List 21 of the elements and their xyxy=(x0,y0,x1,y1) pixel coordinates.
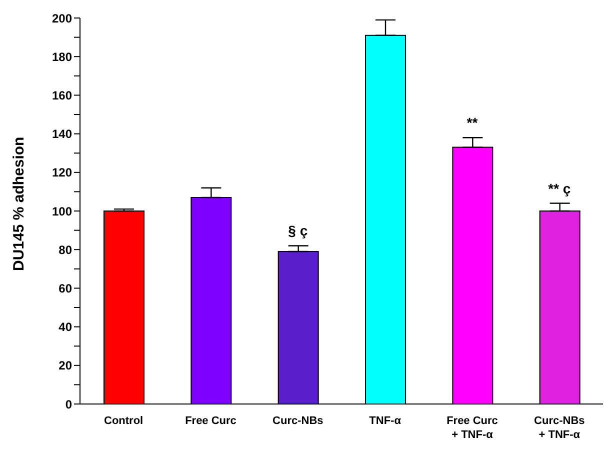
y-tick-label: 140 xyxy=(52,127,72,142)
y-tick-label: 20 xyxy=(58,358,72,373)
y-tick-label: 100 xyxy=(52,204,72,218)
x-tick-label: TNF-α xyxy=(369,415,402,427)
y-axis-title: DU145 % adhesion xyxy=(10,136,28,271)
y-tick-label: 120 xyxy=(52,166,72,180)
y-tick-label: 200 xyxy=(52,11,72,26)
y-tick-label: 40 xyxy=(58,320,72,334)
y-tick-label: 180 xyxy=(52,50,72,64)
y-tick-label: 160 xyxy=(52,88,72,102)
annotation: ** ç xyxy=(548,180,571,196)
x-tick-label: Control xyxy=(104,415,144,427)
y-tick-label: 80 xyxy=(58,242,72,257)
annotation: § ç xyxy=(288,222,308,239)
annotation: ** xyxy=(466,114,478,131)
y-tick-label: 0 xyxy=(65,397,72,412)
x-tick-label: Free Curc + TNF-α xyxy=(446,415,498,441)
y-tick-label: 60 xyxy=(58,281,72,296)
x-tick-label: Free Curc xyxy=(185,415,236,427)
x-tick-label: Curc-NBs + TNF-α xyxy=(534,415,585,441)
x-tick-label: Curc-NBs xyxy=(272,415,324,427)
